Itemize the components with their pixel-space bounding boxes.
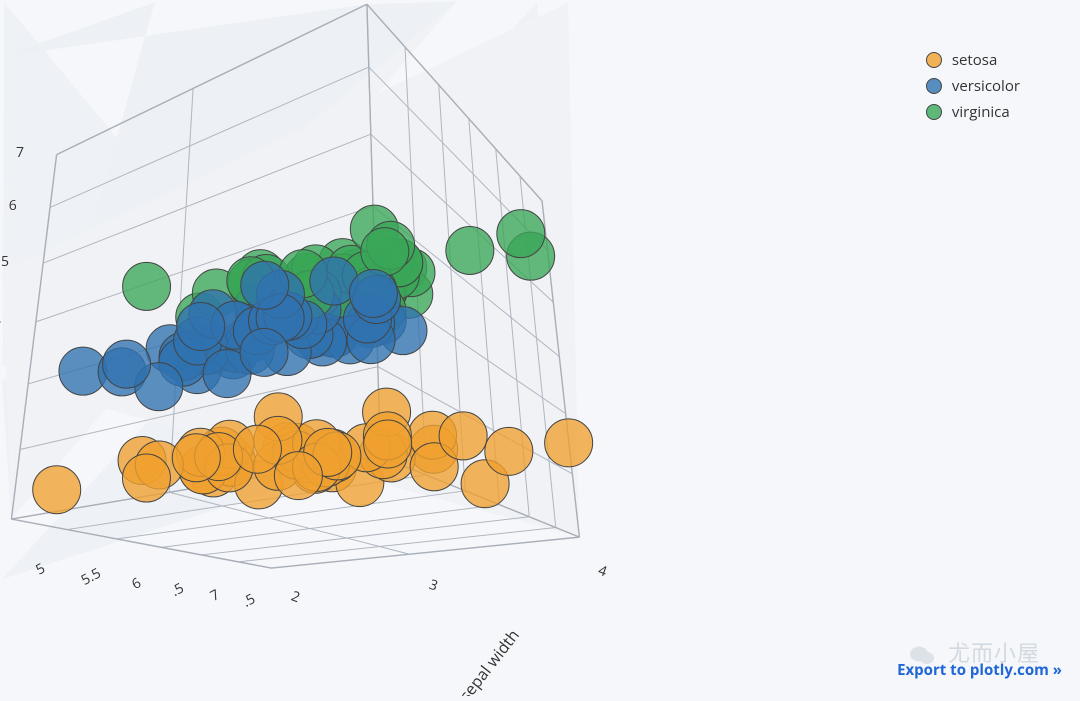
legend-swatch-setosa (926, 52, 942, 68)
svg-text:4: 4 (595, 561, 609, 582)
svg-text:6: 6 (9, 196, 17, 215)
legend-label: versicolor (952, 76, 1020, 96)
legend-swatch-virginica (926, 104, 942, 120)
marker-setosa[interactable] (439, 412, 487, 460)
svg-text:.5: .5 (168, 579, 187, 601)
marker-setosa[interactable] (274, 452, 322, 500)
svg-text:sepal width: sepal width (454, 625, 524, 696)
marker-virginica[interactable] (361, 228, 409, 276)
marker-virginica[interactable] (497, 210, 545, 258)
legend: setosa versicolor virginica (926, 50, 1020, 128)
marker-setosa[interactable] (233, 425, 281, 473)
svg-text:3: 3 (426, 575, 440, 596)
marker-virginica[interactable] (446, 226, 494, 274)
marker-setosa[interactable] (122, 454, 170, 502)
marker-versicolor[interactable] (177, 302, 225, 350)
plot-area[interactable]: 1234567petal length4.555.56.57.5234sepal… (0, 0, 1080, 696)
svg-text:5: 5 (1, 252, 9, 271)
svg-text:7: 7 (207, 585, 223, 606)
legend-item-versicolor[interactable]: versicolor (926, 76, 1020, 96)
marker-setosa[interactable] (485, 427, 533, 475)
marker-versicolor[interactable] (349, 269, 397, 317)
legend-label: setosa (952, 50, 997, 70)
svg-text:2: 2 (289, 587, 303, 608)
marker-setosa[interactable] (172, 434, 220, 482)
svg-text:6: 6 (129, 573, 145, 594)
svg-text:.5: .5 (239, 589, 258, 611)
legend-label: virginica (952, 102, 1010, 122)
svg-text:5.5: 5.5 (78, 564, 104, 590)
legend-item-setosa[interactable]: setosa (926, 50, 1020, 70)
legend-item-virginica[interactable]: virginica (926, 102, 1020, 122)
svg-text:4: 4 (0, 311, 1, 330)
marker-virginica[interactable] (123, 262, 171, 310)
legend-swatch-versicolor (926, 78, 942, 94)
svg-text:7: 7 (16, 143, 24, 162)
marker-versicolor[interactable] (241, 261, 289, 309)
marker-versicolor[interactable] (240, 328, 288, 376)
marker-versicolor[interactable] (103, 340, 151, 388)
marker-setosa[interactable] (364, 420, 412, 468)
marker-setosa[interactable] (33, 466, 81, 514)
export-link[interactable]: Export to plotly.com » (897, 660, 1062, 680)
marker-setosa[interactable] (545, 419, 593, 467)
scatter3d-svg[interactable]: 1234567petal length4.555.56.57.5234sepal… (0, 0, 1080, 696)
